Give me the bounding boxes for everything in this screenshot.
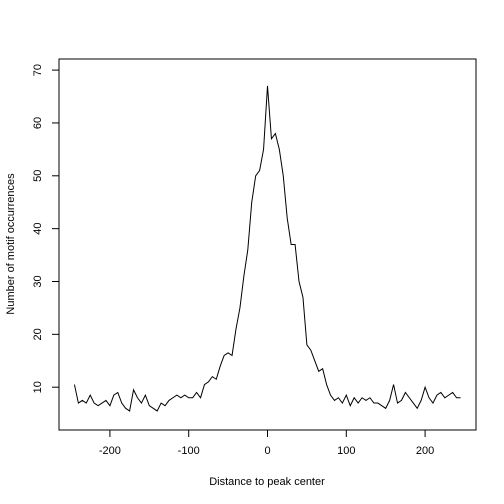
x-tick-label: 200 (416, 445, 434, 457)
y-tick-label: 20 (32, 328, 44, 340)
x-tick-label: 0 (264, 445, 270, 457)
x-tick-label: 100 (337, 445, 355, 457)
y-tick-label: 70 (32, 64, 44, 76)
x-axis-title: Distance to peak center (209, 476, 325, 488)
y-tick-label: 60 (32, 117, 44, 129)
y-tick-label: 50 (32, 170, 44, 182)
x-tick-label: -200 (99, 445, 121, 457)
y-tick-label: 10 (32, 381, 44, 393)
y-tick-label: 30 (32, 275, 44, 287)
y-tick-label: 40 (32, 223, 44, 235)
y-axis-title: Number of motif occurrences (5, 173, 17, 315)
line (73, 85, 461, 412)
plot-box (58, 58, 477, 431)
x-tick-label: -100 (178, 445, 200, 457)
